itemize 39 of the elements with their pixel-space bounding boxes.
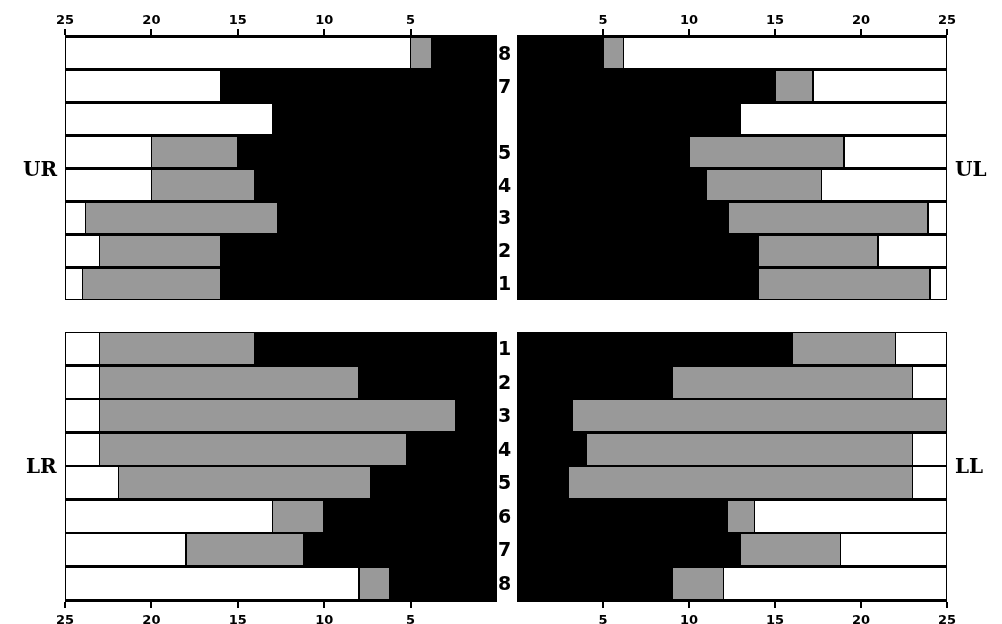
y-tick-label: 5 [498,471,512,494]
x-tick-label: 15 [228,611,247,624]
y-tick-label: 3 [498,404,512,427]
x-tick-label: 15 [765,611,785,624]
y-axis-title: UL [955,157,987,181]
y-tick-label: 4 [498,173,512,196]
y-tick-label: 3 [498,206,512,229]
x-tick-label: 25 [937,611,957,624]
y-tick-label: 6 [498,504,512,527]
x-tick-label: 20 [142,611,161,624]
x-tick-label: 20 [851,611,871,624]
x-tick-label: 25 [937,11,957,27]
y-tick-label: 4 [498,437,512,460]
x-tick-label: 10 [315,611,334,624]
y-axis-title: LR [26,454,58,478]
y-tick-label: 5 [498,140,512,163]
x-tick-label: 25 [55,11,75,27]
y-tick-label: 8 [498,42,512,65]
x-tick-label: 10 [679,11,699,27]
y-tick-label: 7 [498,74,512,97]
x-tick-label: 10 [679,611,699,624]
y-tick-label: 1 [498,337,512,360]
x-tick-label: 20 [851,11,871,27]
x-tick-label: 25 [55,611,75,624]
x-tick-label: 5 [598,11,608,27]
x-tick-label: 20 [142,11,161,27]
x-tick-label: 10 [315,11,334,27]
y-tick-label: 2 [498,239,512,262]
x-tick-label: 5 [406,611,416,624]
y-axis-title: UR [23,157,58,181]
x-tick-label: 5 [406,11,416,27]
x-tick-label: 15 [228,11,247,27]
y-tick-label: 1 [498,272,512,295]
y-tick-label: 8 [498,571,512,594]
x-tick-label: 15 [765,11,785,27]
y-tick-label: 7 [498,538,512,561]
y-tick-label: 2 [498,370,512,393]
y-axis-title: LL [955,454,984,478]
x-tick-label: 5 [598,611,608,624]
